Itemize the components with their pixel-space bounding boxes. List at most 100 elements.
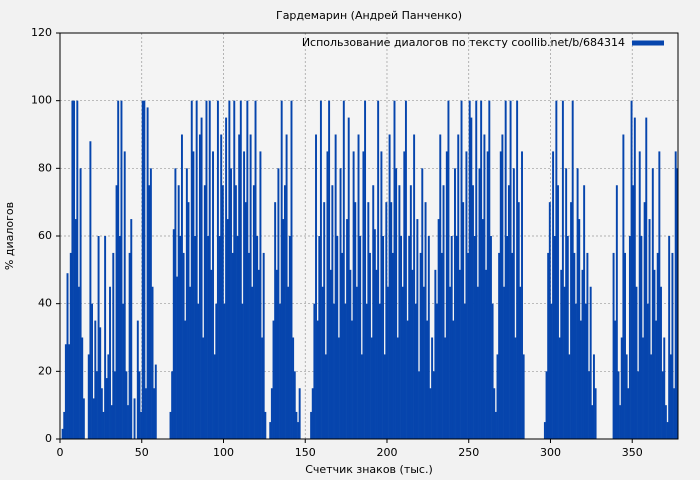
bar bbox=[148, 185, 151, 439]
bar bbox=[293, 371, 296, 439]
bar bbox=[249, 134, 252, 439]
bar bbox=[143, 100, 146, 440]
bar bbox=[189, 286, 192, 439]
bar bbox=[642, 337, 644, 439]
bar bbox=[205, 100, 208, 440]
bar bbox=[213, 354, 216, 439]
bar bbox=[555, 100, 558, 440]
bar bbox=[73, 100, 76, 440]
bar bbox=[656, 252, 659, 439]
bar bbox=[475, 100, 478, 440]
bar bbox=[190, 100, 193, 440]
bar bbox=[272, 320, 275, 439]
bar bbox=[436, 303, 438, 439]
bar bbox=[243, 151, 246, 439]
bar bbox=[633, 117, 636, 439]
bar bbox=[105, 378, 108, 439]
bar bbox=[630, 100, 633, 440]
bar bbox=[388, 134, 391, 439]
y-tick-label: 120 bbox=[31, 26, 52, 39]
bar bbox=[614, 320, 617, 439]
chart-title: Гардемарин (Андрей Панченко) bbox=[276, 9, 462, 22]
bar bbox=[624, 252, 626, 439]
bar bbox=[112, 252, 115, 439]
bar bbox=[411, 269, 414, 439]
bar bbox=[182, 252, 185, 439]
bar bbox=[269, 422, 272, 439]
bar bbox=[277, 168, 280, 440]
bar bbox=[571, 100, 574, 440]
bar bbox=[393, 100, 396, 440]
bar bbox=[208, 100, 211, 440]
bar bbox=[360, 354, 363, 439]
y-tick-label: 100 bbox=[31, 94, 52, 107]
bar bbox=[424, 202, 427, 439]
bar bbox=[483, 134, 486, 439]
bar bbox=[504, 100, 507, 440]
bar bbox=[449, 286, 452, 439]
bar bbox=[174, 168, 177, 440]
bar bbox=[198, 134, 201, 439]
bar bbox=[184, 320, 187, 439]
bar bbox=[480, 100, 483, 440]
bar bbox=[367, 202, 370, 439]
bar bbox=[259, 151, 262, 439]
bar bbox=[109, 286, 111, 439]
bar bbox=[352, 151, 355, 439]
bar bbox=[575, 303, 577, 439]
y-tick-label: 40 bbox=[38, 297, 52, 310]
plot-frame bbox=[59, 32, 679, 440]
bar bbox=[91, 303, 93, 439]
bar bbox=[228, 100, 231, 440]
bar bbox=[316, 320, 319, 439]
bar bbox=[246, 100, 249, 440]
bar bbox=[676, 168, 679, 440]
bar bbox=[341, 252, 344, 439]
bar bbox=[396, 337, 399, 439]
bar bbox=[507, 185, 510, 439]
bar bbox=[104, 236, 107, 439]
bar bbox=[421, 168, 424, 440]
bar bbox=[445, 151, 448, 439]
bar bbox=[519, 286, 522, 439]
bar bbox=[452, 320, 455, 439]
bar bbox=[123, 151, 126, 439]
bar bbox=[589, 286, 592, 439]
bar bbox=[141, 100, 144, 440]
bar bbox=[509, 100, 512, 440]
bar bbox=[620, 337, 623, 439]
bar bbox=[581, 269, 584, 439]
bar bbox=[279, 303, 282, 439]
bar bbox=[315, 134, 317, 439]
bar bbox=[326, 151, 329, 439]
y-tick-label: 20 bbox=[38, 364, 52, 377]
bar bbox=[543, 422, 546, 439]
bar bbox=[444, 337, 447, 439]
bar bbox=[226, 219, 229, 439]
bar bbox=[552, 151, 555, 439]
bar bbox=[270, 388, 273, 439]
bar bbox=[107, 354, 110, 439]
bar bbox=[622, 134, 625, 439]
bar bbox=[169, 411, 172, 439]
bar bbox=[192, 151, 195, 439]
x-tick-label: 200 bbox=[376, 446, 397, 459]
bar bbox=[81, 337, 84, 439]
bar bbox=[95, 371, 98, 439]
bar bbox=[149, 168, 152, 440]
bar bbox=[342, 100, 345, 440]
bar bbox=[493, 388, 496, 439]
bar bbox=[172, 229, 175, 439]
bar bbox=[251, 286, 254, 439]
bar bbox=[194, 236, 196, 439]
bar bbox=[202, 337, 205, 439]
bar bbox=[220, 134, 223, 439]
bar bbox=[82, 398, 85, 439]
bar bbox=[377, 100, 380, 440]
bar bbox=[117, 100, 120, 440]
bar bbox=[337, 337, 340, 439]
bar bbox=[557, 185, 559, 439]
bar bbox=[179, 236, 182, 439]
bar bbox=[463, 303, 466, 439]
bar bbox=[489, 236, 492, 439]
